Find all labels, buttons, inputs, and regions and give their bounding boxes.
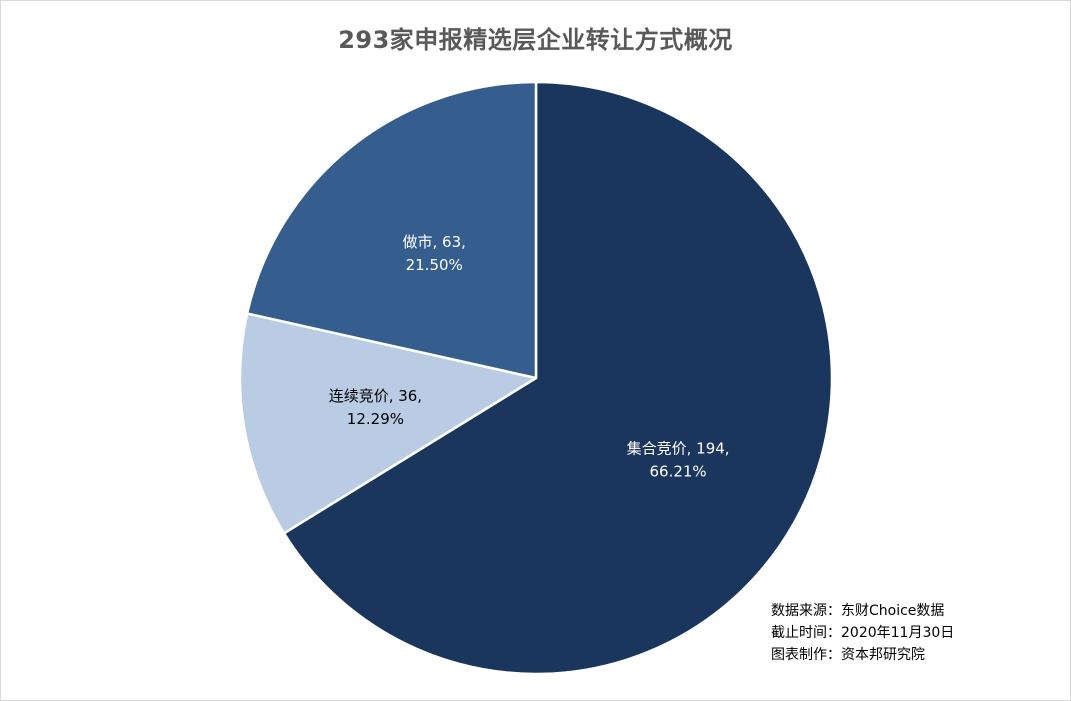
data-source-note: 数据来源：东财Choice数据	[771, 603, 945, 619]
pie-slice-2	[238, 312, 538, 535]
chart-author-note: 图表制作：资本邦研究院	[771, 647, 925, 663]
pie-slices	[238, 80, 834, 676]
pie-labels: 集合竞价, 194, 66.21% 连续竞价, 36, 12.29% 做市, 63, 21…	[329, 233, 730, 480]
pie-slice-label-2: 连续竞价, 36, 12.29%	[329, 387, 422, 428]
pie-slice-1	[282, 80, 834, 676]
chart-title: 293家申报精选层企业转让方式概况	[338, 26, 733, 54]
pie-slice-label-1: 集合竞价, 194, 66.21%	[627, 439, 730, 480]
source-notes: 数据来源：东财Choice数据 截止时间：2020年11月30日 图表制作：资本…	[771, 600, 954, 666]
pie-slice-3	[245, 80, 538, 380]
cutoff-date-note: 截止时间：2020年11月30日	[771, 625, 955, 641]
pie-slice-label-3: 做市, 63, 21.50%	[402, 233, 465, 274]
